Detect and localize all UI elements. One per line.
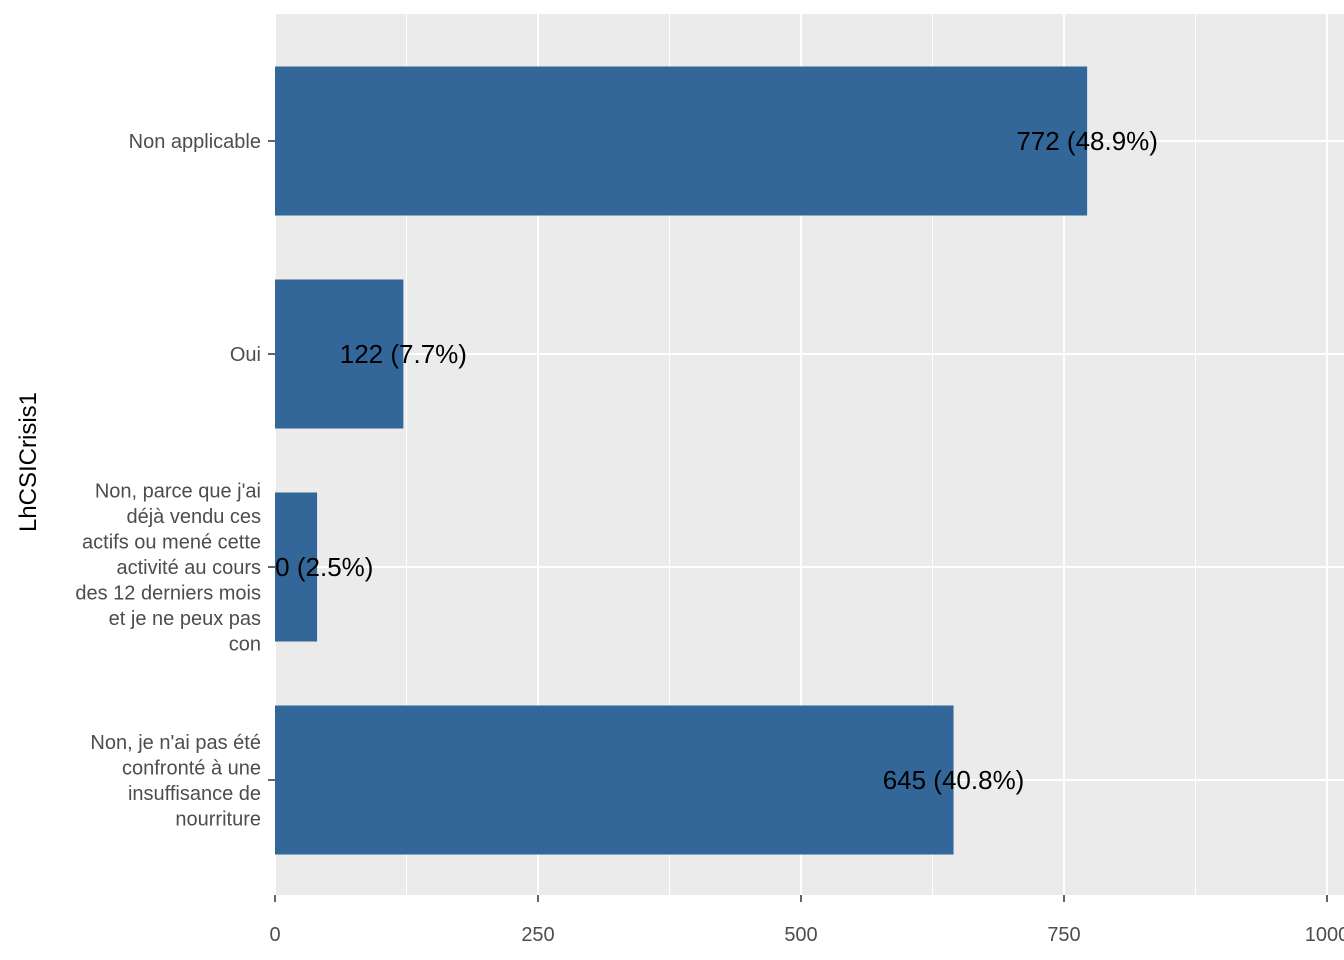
y-tick-label-line: confronté à une xyxy=(122,757,261,779)
y-tick-label-line: des 12 derniers mois xyxy=(75,583,261,605)
x-tick-label: 250 xyxy=(521,924,554,946)
y-tick-label-line: actifs ou mené cette xyxy=(82,532,261,554)
y-tick-label: Oui xyxy=(230,344,261,366)
y-tick-label-line: activité au cours xyxy=(116,557,261,579)
y-tick-label: Non applicable xyxy=(129,131,261,153)
data-label: 122 (7.7%) xyxy=(340,339,467,369)
x-tick-label: 750 xyxy=(1047,924,1080,946)
y-tick-label-line: Oui xyxy=(230,344,261,366)
bar xyxy=(275,492,318,642)
y-axis: Non applicable Oui Non, parce que j'ai déjà… xyxy=(75,131,275,830)
x-tick-label: 0 xyxy=(269,924,280,946)
y-tick-label: Non, parce que j'ai déjà vendu ces actifs … xyxy=(75,481,261,656)
y-tick-label: Non, je n'ai pas été confronté à une insuf… xyxy=(90,732,261,831)
bar xyxy=(275,705,954,855)
data-label: 645 (40.8%) xyxy=(883,765,1025,795)
data-labels: 772 (48.9%) 122 (7.7%) 40 (2.5%) 645 (40.8%… xyxy=(261,126,1158,795)
bar xyxy=(275,279,404,429)
bar xyxy=(275,66,1088,216)
y-tick-label-line: insuffisance de xyxy=(128,783,261,805)
y-axis-title: LhCSICrisis1 xyxy=(15,392,42,532)
x-axis: 0 250 500 750 1000 xyxy=(269,895,1344,946)
x-tick-label: 500 xyxy=(784,924,817,946)
y-tick-label-line: Non, je n'ai pas été xyxy=(90,732,261,754)
data-label: 772 (48.9%) xyxy=(1016,126,1158,156)
y-tick-label-line: Non applicable xyxy=(129,131,261,153)
data-label: 40 (2.5%) xyxy=(261,552,374,582)
y-tick-label-line: Non, parce que j'ai xyxy=(95,481,261,503)
x-tick-label: 1000 xyxy=(1305,924,1344,946)
y-tick-label-line: et je ne peux pas xyxy=(109,608,261,630)
bars xyxy=(275,66,1088,855)
y-tick-label-line: con xyxy=(229,634,261,656)
y-tick-label-line: déjà vendu ces xyxy=(126,506,261,528)
y-tick-label-line: nourriture xyxy=(175,808,261,830)
